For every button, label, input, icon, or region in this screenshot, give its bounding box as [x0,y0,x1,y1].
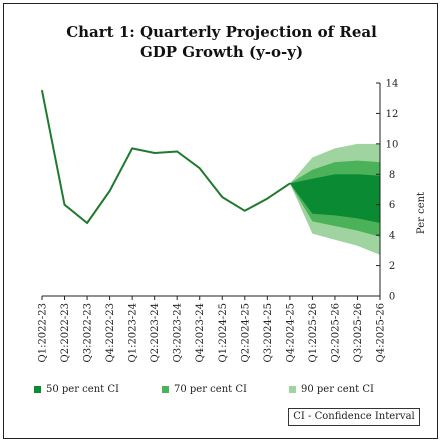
x-tick-label: Q3:2025-26 [353,303,364,362]
y-tick-label: 4 [389,231,395,242]
data-point [41,89,43,92]
series-line-actual [41,90,291,224]
x-tick-label: Q4:2023-24 [195,303,206,362]
legend-label-70: 70 per cent CI [174,384,247,395]
data-point [221,196,224,198]
data-point [86,222,88,224]
data-point [289,182,291,185]
data-point [108,190,111,192]
y-axis-label: Per cent [416,192,427,234]
data-point [198,167,201,169]
x-axis: Q1:2022-23 Q2:2022-23 Q3:2022-23 Q4:2022-23… [38,295,387,362]
x-tick-label: Q4:2022-23 [105,303,116,362]
y-tick-label: 8 [389,170,395,181]
x-tick-label: Q4:2025-26 [376,303,387,362]
data-point [153,152,156,154]
x-tick-label: Q1:2025-26 [308,303,319,362]
data-point [176,150,178,153]
x-tick-label: Q1:2024-25 [218,303,229,362]
data-point [63,203,66,206]
x-tick-label: Q2:2025-26 [330,303,341,362]
legend-item-50: 50 per cent CI [34,384,119,395]
legend-label-50: 50 per cent CI [46,384,119,395]
x-tick-label: Q1:2022-23 [38,303,49,362]
x-tick-label: Q2:2023-24 [150,303,161,362]
legend-swatch-70 [162,386,169,393]
x-tick-label: Q2:2022-23 [60,303,71,362]
y-tick-label: 10 [386,139,399,150]
legend-swatch-50 [34,386,41,393]
legend-label-90: 90 per cent CI [301,384,374,395]
data-point [131,147,133,150]
confidence-bands [289,143,380,255]
y-tick-label: 14 [386,79,399,90]
data-point [266,197,269,200]
ci-note: CI - Confidence Interval [288,408,420,426]
chart-title-line-1: Chart 1: Quarterly Projection of Real [66,23,377,41]
actual-series [41,89,291,224]
data-point [244,210,246,212]
x-tick-label: Q3:2022-23 [83,303,94,362]
band-ci-50 [289,174,380,223]
legend: 50 per cent CI 70 per cent CI 90 per cen… [34,384,414,398]
x-tick-label: Q1:2023-24 [128,303,139,362]
x-tick-label: Q2:2024-25 [240,303,251,362]
y-tick-label: 0 [389,292,395,303]
legend-item-70: 70 per cent CI [162,384,247,395]
chart-title: Chart 1: Quarterly Projection of Real GD… [0,22,443,62]
legend-item-90: 90 per cent CI [289,384,374,395]
y-tick-label: 6 [389,200,395,211]
y-tick-label: 12 [386,109,399,120]
x-tick-label: Q3:2023-24 [173,303,184,362]
legend-swatch-90 [289,386,296,393]
x-tick-label: Q4:2024-25 [285,303,296,362]
x-tick-label: Q3:2024-25 [263,303,274,362]
y-axis: 0 2 4 6 8 10 12 14 [376,79,398,303]
y-tick-label: 2 [389,261,395,272]
chart-title-line-2: GDP Growth (y-o-y) [139,43,304,61]
